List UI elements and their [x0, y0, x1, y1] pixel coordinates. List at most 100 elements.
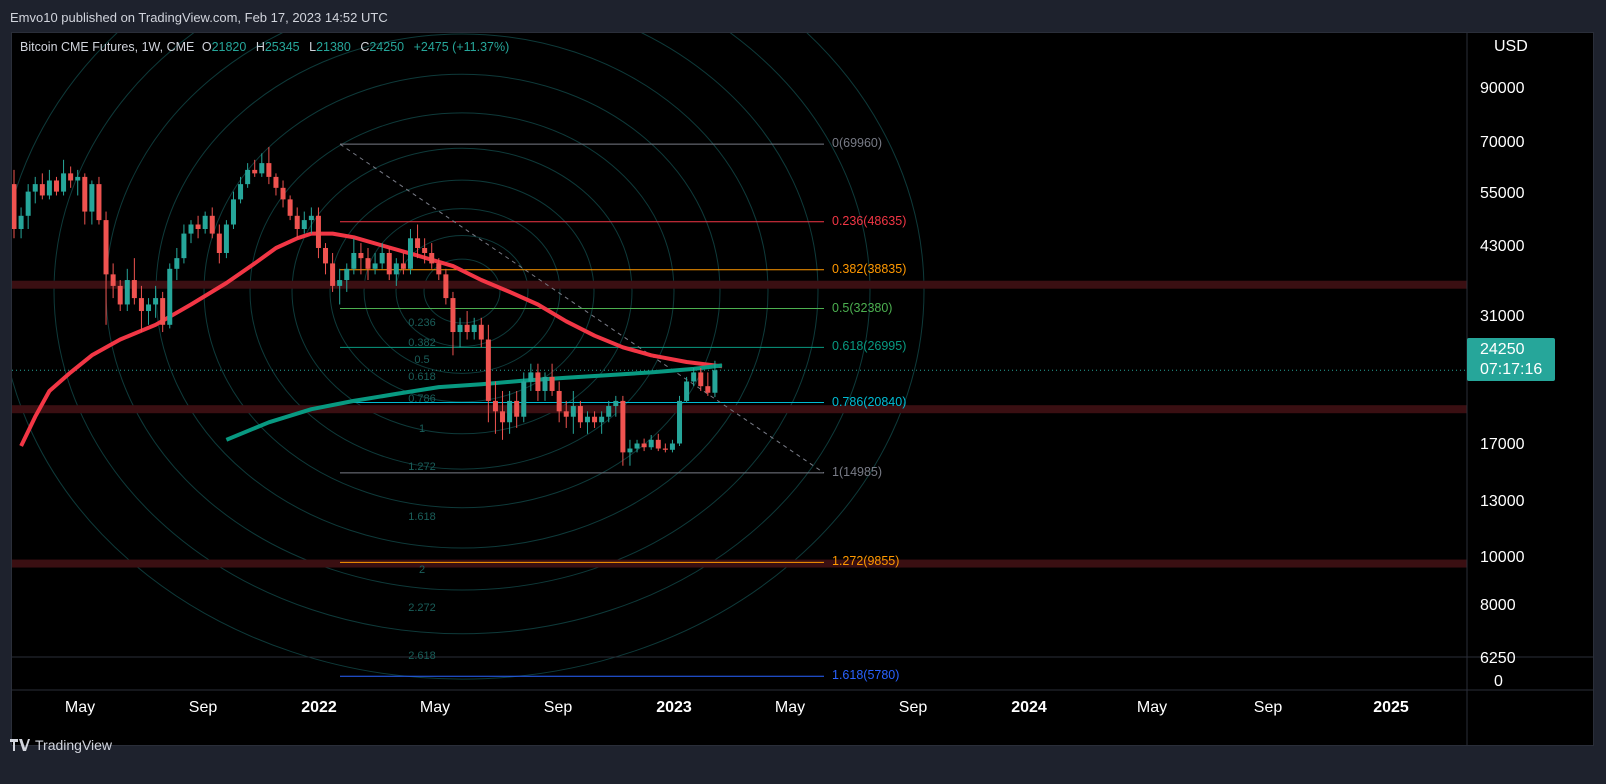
fib-level-label: 0.236(48635) — [832, 213, 907, 228]
candle-body — [613, 400, 619, 407]
candle-body — [146, 304, 152, 312]
time-tick: 2025 — [1373, 699, 1409, 716]
fib-ring — [53, 33, 871, 635]
candle-body — [691, 372, 697, 382]
candle-body — [669, 443, 675, 450]
candle-body — [68, 173, 74, 181]
time-tick: May — [64, 699, 96, 716]
legend-close-label: C — [360, 40, 370, 54]
last-price-value: 24250 — [1480, 341, 1525, 358]
fib-spiral-rings — [12, 33, 925, 680]
fib-fan-label: 1.272 — [408, 461, 436, 473]
candle-body — [712, 370, 718, 393]
candle-body — [407, 238, 413, 269]
fib-trend-line — [339, 143, 825, 474]
fib-level-label: 1(14985) — [832, 464, 883, 479]
support-resistance-zones — [12, 280, 1467, 568]
time-tick: Sep — [898, 699, 928, 716]
brand-name: TradingView — [35, 737, 113, 753]
time-tick: Sep — [188, 699, 218, 716]
fib-fan-label: 2 — [418, 564, 426, 576]
fib-level-label: 0.786(20840) — [832, 394, 907, 409]
candle-body — [358, 253, 364, 259]
fib-level-label: 0(69960) — [832, 136, 883, 151]
sr-zone — [12, 280, 1467, 289]
candle-body — [273, 176, 279, 188]
candle-body — [606, 406, 612, 417]
fib-level-label: 1.272(9855) — [832, 554, 900, 569]
candle-body — [563, 411, 569, 417]
candle-body — [429, 253, 435, 264]
price-tick: 8000 — [1480, 596, 1516, 614]
candle-body — [188, 224, 194, 234]
candle-body — [124, 280, 130, 305]
price-tick: 31000 — [1480, 307, 1525, 325]
candle-body — [160, 298, 166, 325]
candle-body — [450, 298, 456, 333]
candle-body — [549, 376, 555, 391]
candle-body — [528, 372, 534, 382]
candle-body — [492, 400, 498, 412]
candle-body — [521, 381, 527, 417]
price-tick: 43000 — [1480, 237, 1525, 255]
candle-body — [507, 400, 513, 423]
price-tick: 70000 — [1480, 134, 1525, 151]
candle-body — [25, 191, 31, 216]
time-tick: May — [419, 699, 451, 716]
candle-body — [174, 258, 180, 269]
candle-body — [471, 324, 477, 333]
candle-body — [641, 443, 647, 448]
fib-ring — [423, 258, 501, 324]
fib-fan-label: 2.618 — [408, 650, 436, 662]
candle-body — [238, 184, 244, 200]
moving-averages — [19, 231, 723, 447]
chart-frame[interactable]: Bitcoin CME Futures, 1W, CME O21820 H253… — [11, 32, 1594, 746]
candle-body — [662, 448, 668, 450]
fib-level-label: 1.618(5780) — [832, 668, 900, 683]
symbol-legend[interactable]: Bitcoin CME Futures, 1W, CME O21820 H253… — [20, 40, 515, 54]
candle-body — [82, 176, 88, 212]
chart-canvas[interactable] — [12, 33, 1593, 745]
candle-body — [32, 184, 38, 192]
header-bar: Emvo10 published on TradingView.com, Feb… — [0, 0, 1606, 32]
candle-body — [400, 263, 406, 269]
fib-retracement-lines — [340, 143, 824, 677]
candle-body — [655, 439, 661, 449]
candle-body — [514, 400, 520, 417]
candle-body — [648, 439, 654, 448]
candle-body — [46, 180, 52, 196]
candle-body — [323, 247, 329, 264]
time-tick: May — [774, 699, 806, 716]
time-tick: 2023 — [656, 699, 692, 716]
legend-high-label: H — [255, 40, 265, 54]
fib-ring — [105, 33, 819, 591]
time-tick: Sep — [543, 699, 573, 716]
candle-body — [138, 298, 144, 312]
sr-zone — [12, 559, 1467, 568]
ma-short-line — [19, 231, 723, 447]
candle-body — [12, 184, 17, 230]
fib-ring — [155, 33, 769, 549]
candle-body — [337, 280, 343, 286]
candle-body — [75, 176, 81, 181]
candle-body — [202, 215, 208, 230]
fib-ring — [291, 147, 633, 435]
candle-body — [584, 416, 590, 423]
fib-level-label: 0.382(38835) — [832, 261, 907, 276]
fib-ring — [249, 112, 675, 470]
candle-body — [464, 324, 470, 333]
price-tick: 0 — [1494, 673, 1503, 690]
candle-body — [599, 416, 605, 423]
sr-zone — [12, 405, 1467, 414]
candle-body — [209, 215, 215, 234]
fib-fan-label: 1 — [418, 423, 426, 435]
candle-body — [223, 224, 229, 254]
candle-body — [620, 400, 626, 453]
price-tick: 13000 — [1480, 493, 1525, 511]
currency-label[interactable]: USD — [1494, 38, 1528, 55]
candle-body — [195, 224, 201, 230]
axes — [12, 33, 1593, 745]
fib-ring — [395, 235, 529, 347]
time-tick: 2022 — [301, 699, 337, 716]
bar-countdown: 07:17:16 — [1480, 361, 1543, 378]
